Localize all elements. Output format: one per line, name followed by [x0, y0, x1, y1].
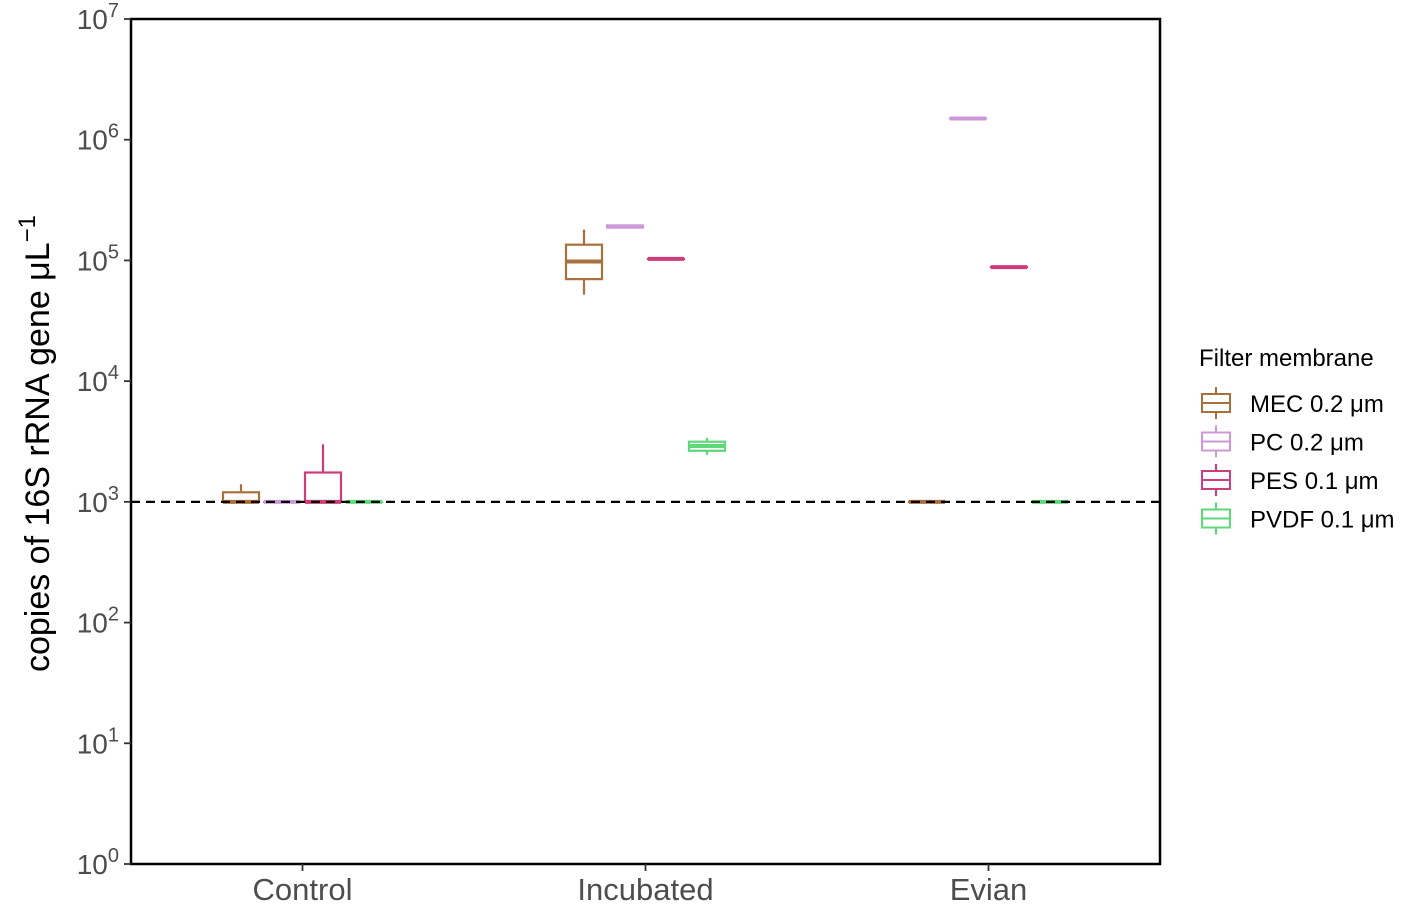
y-tick-label-base: 10	[77, 245, 108, 276]
y-tick-label: 105	[77, 241, 119, 276]
y-tick-label-exponent: 6	[108, 121, 119, 143]
y-axis-label-exponent: −1	[14, 215, 41, 242]
legend-label: MEC 0.2 μm	[1250, 391, 1384, 418]
y-tick-label-base: 10	[77, 728, 108, 759]
y-tick-label: 107	[77, 0, 119, 35]
y-axis-label-main: copies of 16S rRNA gene μL	[19, 242, 57, 672]
plot-area	[131, 116, 1160, 504]
y-tick-label-base: 10	[77, 366, 108, 397]
y-tick-label-exponent: 3	[108, 483, 119, 505]
y-tick-label-exponent: 0	[108, 845, 119, 867]
legend-label: PC 0.2 μm	[1250, 430, 1364, 457]
y-tick-label: 102	[77, 604, 119, 639]
y-tick-label-base: 10	[77, 125, 108, 156]
series-pes-0-1-m	[303, 256, 1029, 504]
legend-key	[1201, 387, 1231, 419]
y-tick-label-base: 10	[77, 849, 108, 880]
legend-key	[1201, 502, 1231, 535]
legend: Filter membrane MEC 0.2 μm PC 0.2 μm PES 0…	[1199, 345, 1395, 535]
legend-label: PVDF 0.1 μm	[1250, 507, 1395, 534]
x-tick-label: Incubated	[577, 872, 713, 907]
y-tick-label-exponent: 1	[108, 724, 119, 746]
legend-title: Filter membrane	[1199, 345, 1374, 372]
x-axis: Control Incubated Evian	[253, 864, 1028, 907]
x-tick-label: Control	[253, 872, 353, 907]
y-tick-label: 100	[77, 845, 119, 880]
y-tick-label-exponent: 2	[108, 604, 119, 626]
legend-label: PES 0.1 μm	[1250, 468, 1379, 495]
y-axis-label: copies of 16S rRNA gene μL−1	[14, 215, 57, 672]
y-tick-label: 104	[77, 362, 119, 397]
y-tick-label: 103	[77, 483, 119, 518]
legend-key	[1201, 464, 1231, 496]
legend-key	[1201, 425, 1231, 458]
y-tick-label-exponent: 7	[108, 0, 119, 22]
box	[303, 471, 343, 503]
y-tick-label-base: 10	[77, 608, 108, 639]
y-tick-label: 106	[77, 121, 119, 156]
y-tick-label-base: 10	[77, 487, 108, 518]
x-tick-label: Evian	[950, 872, 1028, 907]
y-tick-label-exponent: 5	[108, 241, 119, 263]
y-tick-label: 101	[77, 724, 119, 759]
y-tick-label-base: 10	[77, 4, 108, 35]
y-tick-label-exponent: 4	[108, 362, 119, 384]
